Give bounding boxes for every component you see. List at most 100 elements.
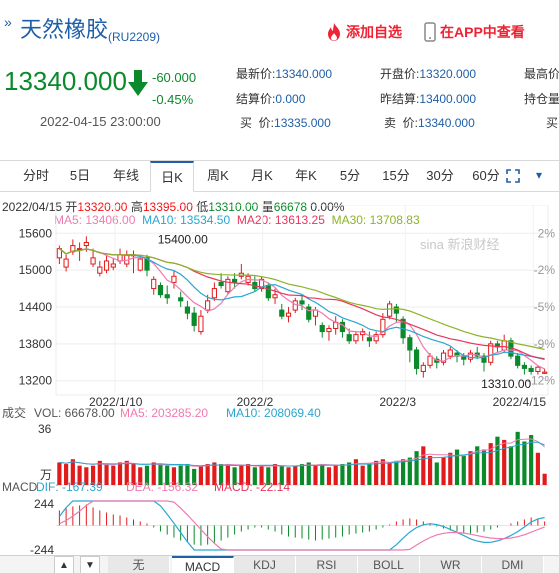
macd-dif: DIF: -167.39 (36, 480, 103, 494)
watermark: sina 新浪财经 (420, 237, 499, 252)
volume-bar (239, 465, 244, 485)
indicator-tab-boll[interactable]: BOLL (358, 556, 420, 573)
candle-body (387, 303, 393, 317)
volume-bar (347, 462, 352, 485)
volume-bars (56, 431, 548, 486)
tab-monthly-k[interactable]: 月K (251, 168, 273, 183)
volume-bar (461, 456, 466, 485)
indicator-tab-macd[interactable]: MACD (172, 556, 234, 573)
fullscreen-icon[interactable] (506, 169, 520, 183)
tab-30min[interactable]: 30分 (426, 168, 454, 183)
price-tick-label: 14400 (19, 300, 53, 314)
volume-vol: VOL: 66678.00 (34, 406, 115, 420)
indicator-tab-kdj[interactable]: KDJ (234, 556, 296, 573)
volume-bar (151, 462, 156, 485)
field-prev-settle: 昨结算:13400.000 (380, 92, 477, 106)
candle-body (191, 312, 197, 326)
volume-bar (529, 435, 534, 485)
volume-bar (293, 465, 298, 485)
ma10-line (59, 248, 545, 361)
volume-bar (272, 464, 278, 485)
volume-bar (448, 452, 453, 485)
volume-bar (259, 465, 264, 485)
candle-body (407, 337, 413, 351)
candle-body (542, 371, 548, 374)
tab-yearly-k[interactable]: 年K (295, 168, 317, 183)
volume-bar (219, 464, 224, 485)
candle-body (535, 366, 541, 372)
legend-ma10: MA10: 13534.50 (142, 213, 231, 227)
tab-year-line[interactable]: 年线 (112, 168, 139, 183)
volume-bar (205, 464, 210, 485)
tab-daily-k[interactable]: 日K (150, 161, 194, 192)
settings-dropdown-icon[interactable]: ▾ (536, 168, 543, 182)
volume-bar (70, 459, 75, 485)
volume-bar (117, 462, 123, 485)
macd-lines (58, 500, 545, 551)
macd-histogram (56, 504, 548, 546)
indicator-tab-rsi[interactable]: RSI (296, 556, 358, 573)
scroll-up-button[interactable]: ▲ (54, 556, 74, 573)
volume-bar (407, 457, 412, 485)
date-axis: 2022/1/10 2022/2 2022/3 2022/4/15 (89, 395, 546, 409)
volume-bar (380, 459, 385, 485)
candle-body (420, 364, 426, 373)
candle-body (292, 300, 298, 311)
volume-bar (360, 465, 365, 485)
volume-bar (495, 436, 500, 485)
tab-5day[interactable]: 5日 (69, 168, 91, 183)
indicator-tab-dmi[interactable]: DMI (482, 556, 544, 573)
tab-15min[interactable]: 15分 (382, 168, 410, 183)
view-in-app-button[interactable]: 在APP中查看 (424, 22, 525, 42)
candle-body (299, 300, 305, 305)
volume-bar (313, 465, 318, 485)
volume-bar (57, 462, 62, 485)
candle-body (103, 260, 110, 271)
volume-bar (225, 465, 230, 485)
volume-bar (475, 446, 480, 485)
scroll-down-button[interactable]: ▼ (80, 556, 100, 573)
volume-axis-top: 36 (38, 422, 52, 436)
candle-body (218, 281, 224, 287)
volume-bar (340, 464, 345, 485)
indicator-tab-none[interactable]: 无 (108, 556, 170, 573)
price-tick-label: 15000 (19, 263, 53, 277)
candle-body (427, 355, 433, 366)
volume-bar (353, 459, 359, 485)
volume-bar (64, 464, 69, 485)
candle-body (144, 257, 150, 271)
candle-body (137, 258, 143, 271)
tab-5min[interactable]: 5分 (339, 168, 361, 183)
volume-axis-unit: 万 (40, 468, 52, 482)
candle-body (157, 285, 164, 296)
quote-panel: 13340.000 -60.000 -0.45% 2022-04-15 23:0… (0, 56, 559, 136)
volume-bar (427, 456, 433, 485)
ma30-line (59, 248, 545, 350)
candle-body (326, 328, 332, 333)
ohlc-low-label: 低 (196, 200, 209, 214)
candle-body (528, 367, 534, 373)
candle-body (76, 248, 83, 251)
volume-bar (104, 464, 109, 485)
date-tick-label: 2022/3 (379, 395, 416, 409)
ohlc-low: 13310.00 (208, 200, 259, 214)
tab-intraday[interactable]: 分时 (22, 168, 49, 183)
macd-value: MACD: -22.14 (214, 480, 290, 494)
volume-bar (367, 464, 372, 485)
volume-bar (401, 459, 406, 485)
kline-chart[interactable]: 15600 15000 14400 13800 13200 2% -2% -5% -9% -12… (0, 205, 559, 555)
volume-bar (333, 465, 338, 485)
macd-axis-bottom: -244 (30, 543, 54, 555)
tab-60min[interactable]: 60分 (472, 168, 500, 183)
volume-bar (90, 465, 96, 485)
volume-bar (185, 464, 190, 485)
indicator-tabs: ▲ ▼ 无 MACD KDJ RSI BOLL WR DMI (0, 555, 559, 573)
indicator-tab-wr[interactable]: WR (420, 556, 482, 573)
tab-weekly-k[interactable]: 周K (207, 168, 229, 183)
field-bid: 买 价:13335.000 (240, 116, 331, 130)
volume-bar (468, 451, 473, 485)
add-favorite-button[interactable]: 添加自选 (326, 22, 402, 42)
down-arrow-icon (128, 70, 148, 96)
volume-bar (97, 460, 102, 485)
candle-body (232, 278, 238, 283)
